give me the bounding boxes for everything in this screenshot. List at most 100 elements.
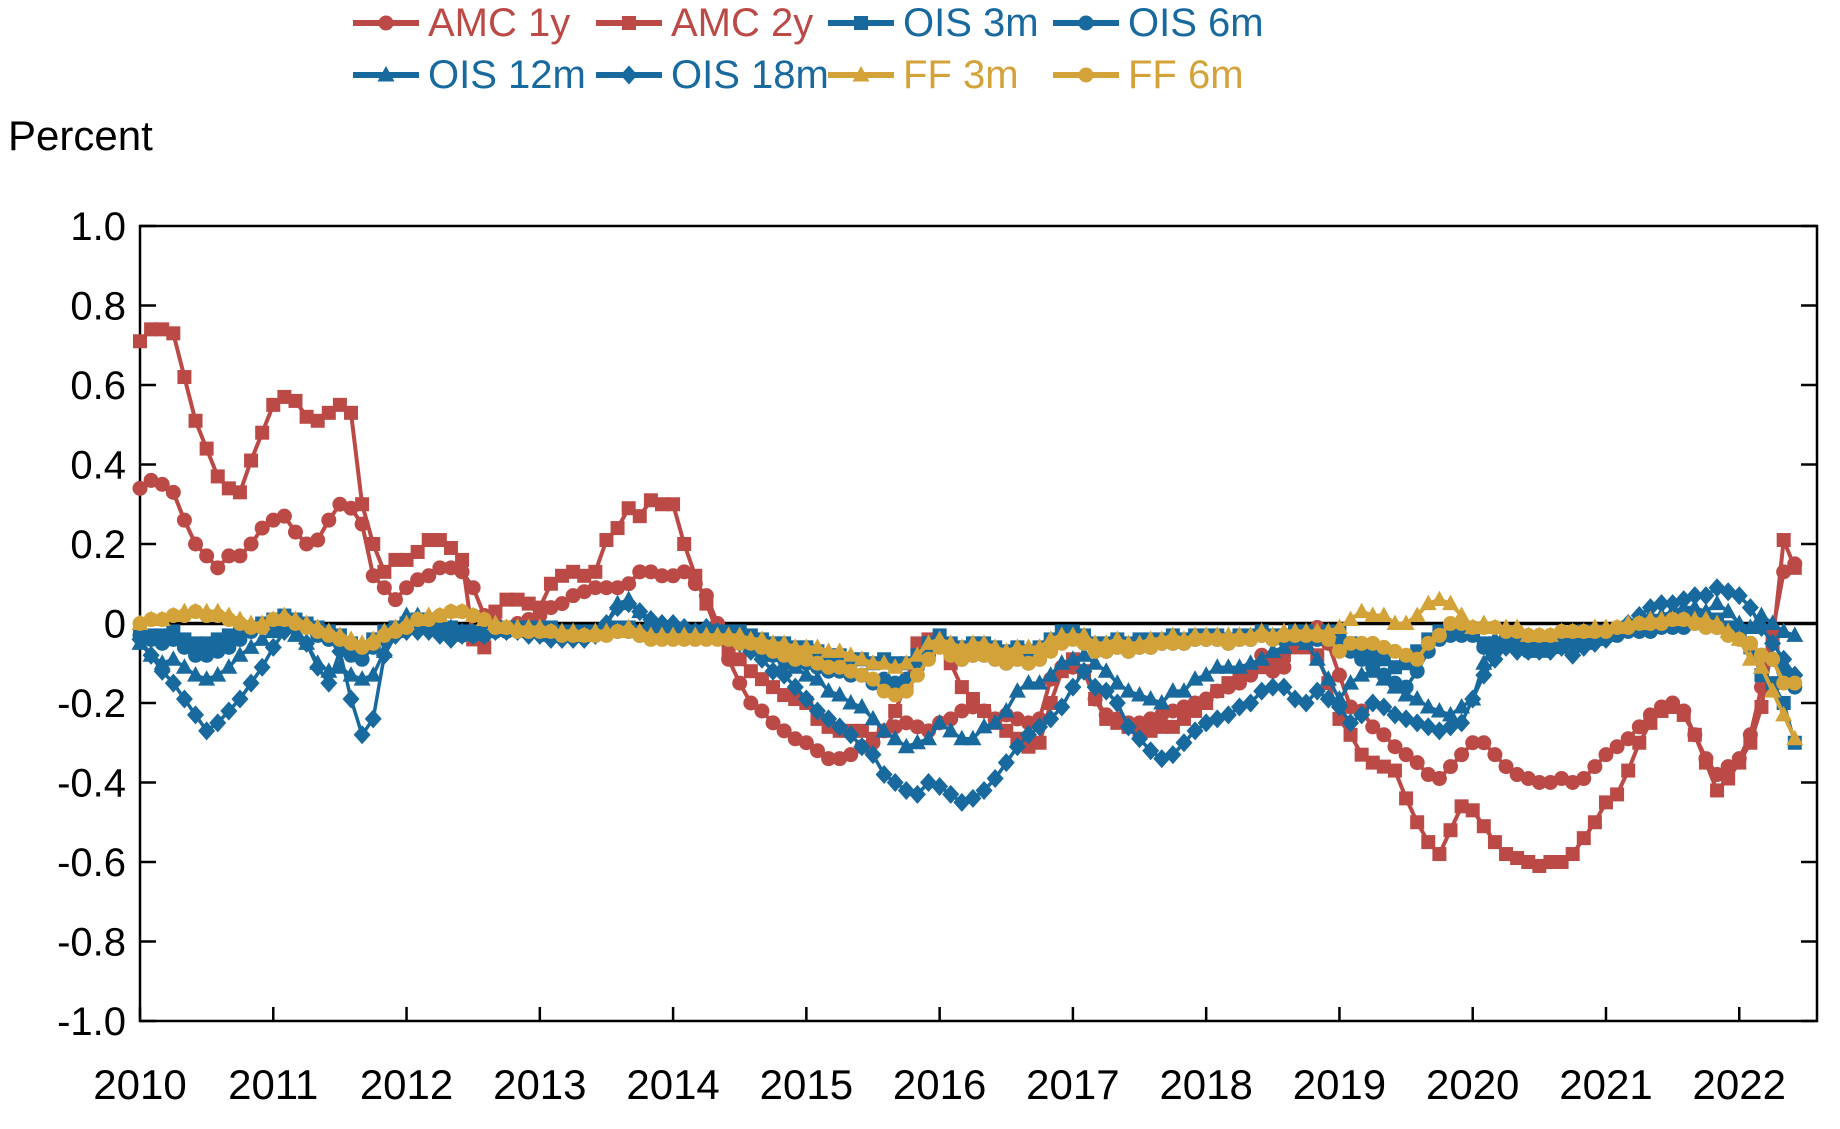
data-point-marker — [886, 658, 904, 674]
data-point-marker — [243, 536, 259, 552]
data-point-marker — [943, 711, 959, 727]
data-point-marker — [1776, 533, 1791, 548]
data-point-marker — [1242, 654, 1260, 670]
data-point-marker — [331, 641, 349, 661]
data-point-marker — [1042, 666, 1060, 682]
data-point-marker — [375, 645, 393, 665]
data-point-marker — [1653, 594, 1671, 614]
data-point-marker — [788, 692, 803, 707]
data-point-marker — [1610, 787, 1625, 802]
data-point-marker — [1008, 737, 1026, 757]
data-point-marker — [175, 658, 193, 674]
data-point-marker — [1741, 618, 1759, 634]
data-point-marker — [1330, 697, 1348, 717]
data-point-marker — [1519, 641, 1537, 661]
legend-square-marker-icon — [596, 16, 662, 30]
data-point-marker — [1119, 682, 1137, 698]
data-point-marker — [1053, 654, 1071, 670]
data-point-marker — [543, 576, 558, 591]
y-axis-tick-label: 0.2 — [70, 523, 126, 567]
data-point-marker — [875, 765, 893, 785]
data-point-marker — [1264, 642, 1282, 658]
x-axis-tick-label: 2022 — [1693, 1061, 1786, 1108]
data-point-marker — [1153, 694, 1171, 710]
data-point-marker — [831, 717, 849, 737]
data-point-marker — [1075, 661, 1093, 681]
data-point-marker — [875, 721, 893, 738]
data-point-marker — [910, 636, 925, 651]
data-point-marker — [1031, 674, 1049, 690]
data-point-marker — [399, 580, 415, 596]
data-point-marker — [465, 580, 481, 596]
data-point-marker — [1631, 719, 1647, 735]
data-point-marker — [1687, 727, 1702, 742]
data-point-marker — [1353, 705, 1371, 725]
data-point-marker — [1476, 735, 1492, 751]
data-point-marker — [1375, 606, 1393, 623]
data-point-marker — [843, 747, 859, 763]
data-point-marker — [588, 564, 603, 579]
data-point-marker — [1097, 662, 1115, 678]
data-point-marker — [365, 568, 381, 584]
data-point-marker — [1186, 721, 1204, 741]
data-point-marker — [343, 500, 359, 516]
data-point-marker — [143, 612, 159, 628]
data-point-marker — [908, 784, 926, 804]
data-point-marker — [264, 622, 282, 638]
data-point-marker — [1353, 602, 1371, 619]
data-point-marker — [187, 705, 205, 725]
data-point-marker — [1287, 627, 1303, 643]
data-point-marker — [464, 625, 482, 645]
data-point-marker — [287, 524, 303, 540]
y-axis-tick-label: -0.4 — [57, 762, 126, 806]
data-point-marker — [577, 568, 592, 583]
data-point-marker — [1064, 677, 1082, 697]
data-point-marker — [1075, 646, 1093, 662]
data-point-marker — [353, 725, 371, 745]
series-line — [138, 597, 1797, 749]
data-point-marker — [344, 405, 359, 420]
data-point-marker — [665, 631, 681, 647]
data-point-marker — [754, 703, 770, 719]
data-point-marker — [1154, 719, 1169, 734]
data-point-marker — [1698, 619, 1714, 635]
data-point-marker — [165, 484, 181, 500]
data-point-marker — [1342, 674, 1360, 690]
data-point-marker — [1086, 654, 1104, 670]
data-point-marker — [1021, 739, 1036, 754]
data-point-marker — [1397, 614, 1415, 630]
data-point-marker — [1631, 616, 1647, 631]
data-point-marker — [1164, 682, 1182, 698]
data-point-marker — [1108, 674, 1126, 690]
data-point-marker — [1231, 631, 1247, 647]
data-point-marker — [1143, 723, 1158, 738]
data-point-marker — [821, 659, 837, 675]
data-point-marker — [199, 441, 214, 456]
data-point-marker — [654, 497, 669, 512]
data-point-marker — [210, 632, 225, 647]
data-point-marker — [410, 544, 425, 559]
data-point-marker — [853, 697, 871, 714]
data-point-marker — [776, 723, 792, 739]
data-point-marker — [1454, 799, 1469, 814]
data-point-marker — [1108, 693, 1126, 713]
legend-label: OIS 12m — [428, 52, 586, 97]
y-axis-title: Percent — [8, 112, 153, 159]
data-point-marker — [1476, 819, 1491, 834]
data-point-marker — [610, 623, 626, 639]
legend-marker-glyph — [1078, 15, 1094, 31]
data-point-marker — [377, 564, 392, 579]
data-point-marker — [710, 631, 726, 647]
data-point-marker — [1132, 639, 1148, 655]
data-point-marker — [999, 723, 1014, 738]
data-point-marker — [676, 564, 692, 580]
data-point-marker — [886, 773, 904, 792]
x-axis-tick-label: 2013 — [493, 1061, 586, 1108]
data-point-marker — [164, 650, 182, 666]
data-point-marker — [1454, 747, 1470, 763]
data-point-marker — [1621, 763, 1636, 778]
data-point-marker — [1764, 633, 1782, 653]
data-point-marker — [1443, 627, 1459, 643]
legend-circle-marker-icon — [1053, 67, 1119, 83]
data-point-marker — [1676, 707, 1691, 722]
